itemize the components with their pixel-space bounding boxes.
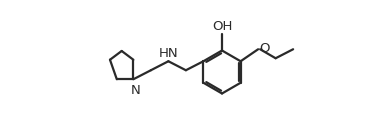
- Text: HN: HN: [159, 47, 178, 60]
- Text: OH: OH: [212, 20, 232, 33]
- Text: N: N: [131, 84, 140, 97]
- Text: O: O: [259, 42, 270, 55]
